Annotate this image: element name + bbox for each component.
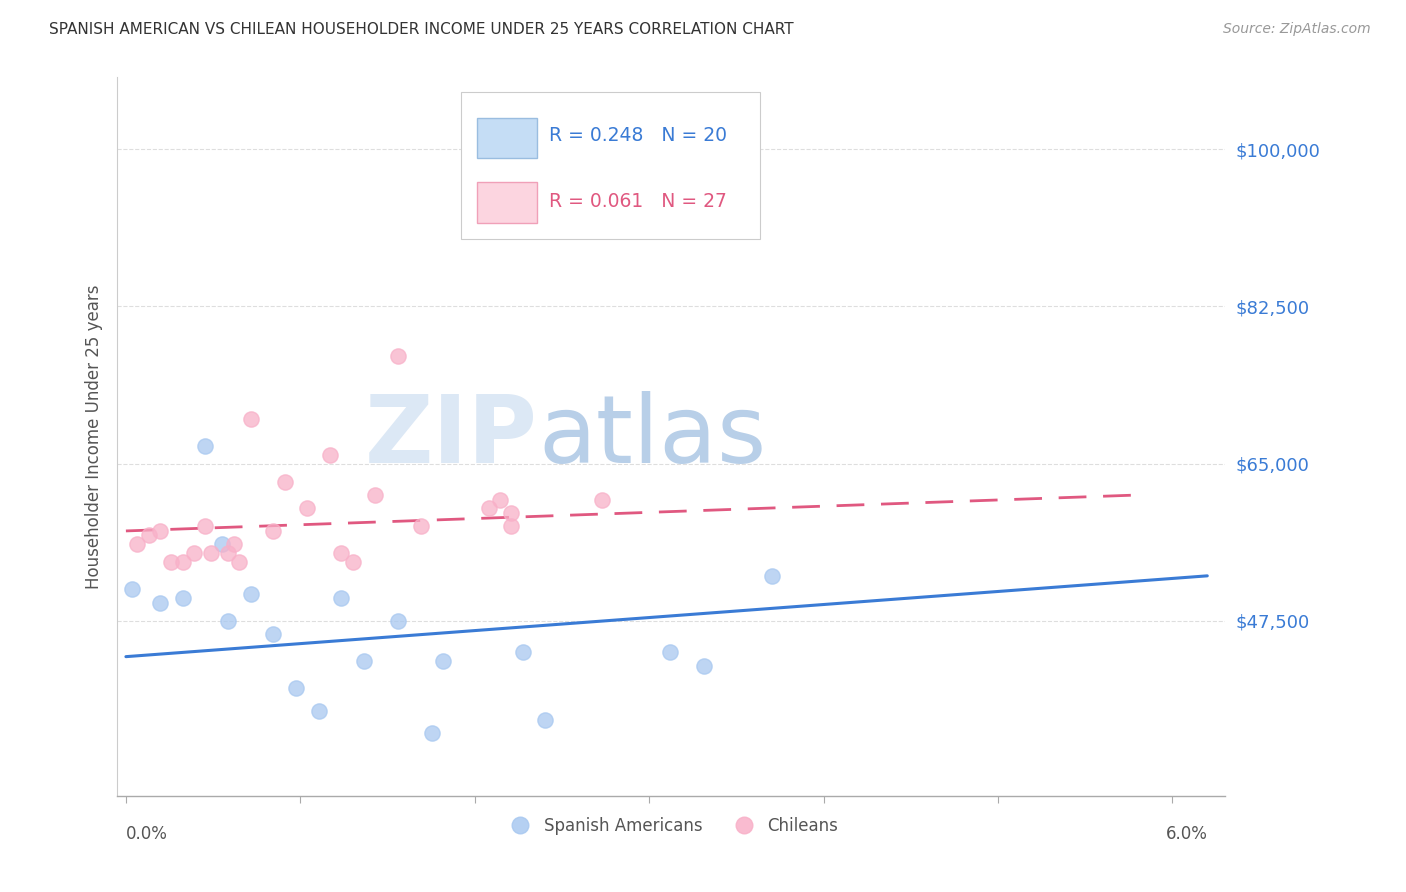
Text: atlas: atlas [538, 391, 766, 483]
Text: ZIP: ZIP [366, 391, 538, 483]
FancyBboxPatch shape [461, 92, 759, 239]
Text: R = 0.061   N = 27: R = 0.061 N = 27 [550, 192, 727, 211]
FancyBboxPatch shape [477, 118, 537, 158]
Text: R = 0.248   N = 20: R = 0.248 N = 20 [550, 126, 727, 145]
Text: 6.0%: 6.0% [1166, 824, 1208, 843]
Text: SPANISH AMERICAN VS CHILEAN HOUSEHOLDER INCOME UNDER 25 YEARS CORRELATION CHART: SPANISH AMERICAN VS CHILEAN HOUSEHOLDER … [49, 22, 794, 37]
Legend: Spanish Americans, Chileans: Spanish Americans, Chileans [498, 810, 845, 841]
Text: 0.0%: 0.0% [127, 824, 167, 843]
FancyBboxPatch shape [477, 182, 537, 223]
Y-axis label: Householder Income Under 25 years: Householder Income Under 25 years [86, 285, 103, 589]
Text: Source: ZipAtlas.com: Source: ZipAtlas.com [1223, 22, 1371, 37]
